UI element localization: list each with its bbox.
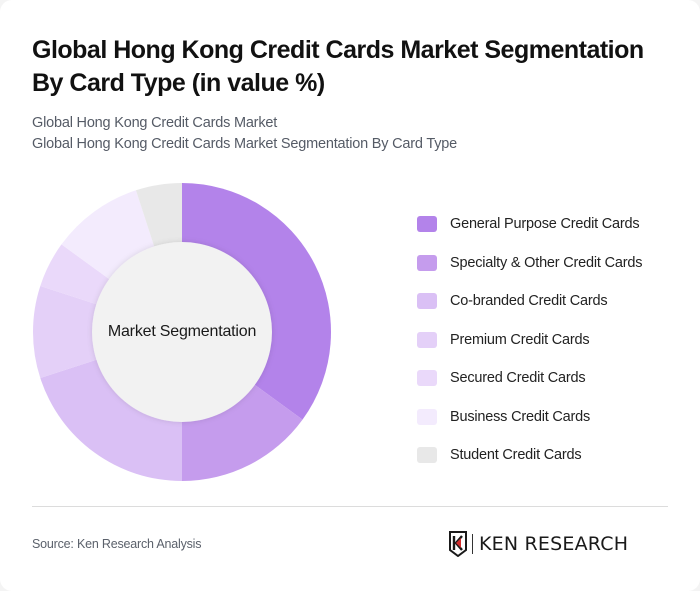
donut-hole <box>92 242 272 422</box>
legend-swatch <box>417 408 437 425</box>
subtitle-market: Global Hong Kong Credit Cards Market <box>32 115 278 131</box>
legend-label: Specialty & Other Credit Cards <box>450 254 643 271</box>
legend-item-business[interactable]: Business Credit Cards <box>417 398 687 437</box>
legend-label: General Purpose Credit Cards <box>450 216 640 233</box>
legend-swatch <box>417 254 437 271</box>
legend-swatch <box>417 331 437 348</box>
legend-swatch <box>417 293 437 310</box>
center-label: Market Segmentation <box>107 323 257 340</box>
logo-text: KEN RESEARCH <box>479 533 629 555</box>
legend-swatch <box>417 447 437 464</box>
legend-label: Secured Credit Cards <box>450 370 586 387</box>
legend-label: Business Credit Cards <box>450 408 591 425</box>
legend-label: Co-branded Credit Cards <box>450 293 608 310</box>
legend-item-secured[interactable]: Secured Credit Cards <box>417 359 687 398</box>
ken-research-logo[interactable]: KEN RESEARCH <box>448 530 628 558</box>
legend-item-specialty-other[interactable]: Specialty & Other Credit Cards <box>417 244 687 283</box>
legend-label: Premium Credit Cards <box>450 331 590 348</box>
logo-separator <box>472 534 473 554</box>
chart-title: Global Hong Kong Credit Cards Market Seg… <box>32 36 644 97</box>
legend-item-student[interactable]: Student Credit Cards <box>417 436 687 475</box>
legend-label: Student Credit Cards <box>450 447 582 464</box>
chart-subtitle: Global Hong Kong Credit Cards Market Glo… <box>32 113 672 155</box>
legend-swatch <box>417 216 437 233</box>
footer-divider <box>32 506 668 507</box>
ken-research-shield-k-icon <box>449 531 467 557</box>
legend-item-co-branded[interactable]: Co-branded Credit Cards <box>417 282 687 321</box>
subtitle-segmentation: Global Hong Kong Credit Cards Market Seg… <box>32 136 457 152</box>
source-note: Source: Ken Research Analysis <box>32 537 202 551</box>
legend: General Purpose Credit Cards Specialty &… <box>417 205 687 475</box>
legend-swatch <box>417 370 437 387</box>
legend-item-premium[interactable]: Premium Credit Cards <box>417 321 687 360</box>
legend-item-general-purpose[interactable]: General Purpose Credit Cards <box>417 205 687 244</box>
